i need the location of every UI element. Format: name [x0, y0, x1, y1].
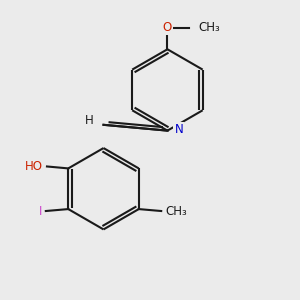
- Text: N: N: [174, 123, 183, 136]
- Text: CH₃: CH₃: [198, 22, 220, 34]
- Text: CH₃: CH₃: [165, 205, 187, 218]
- Text: HO: HO: [25, 160, 43, 173]
- Text: I: I: [39, 205, 42, 218]
- Text: O: O: [163, 22, 172, 34]
- Text: H: H: [84, 114, 93, 127]
